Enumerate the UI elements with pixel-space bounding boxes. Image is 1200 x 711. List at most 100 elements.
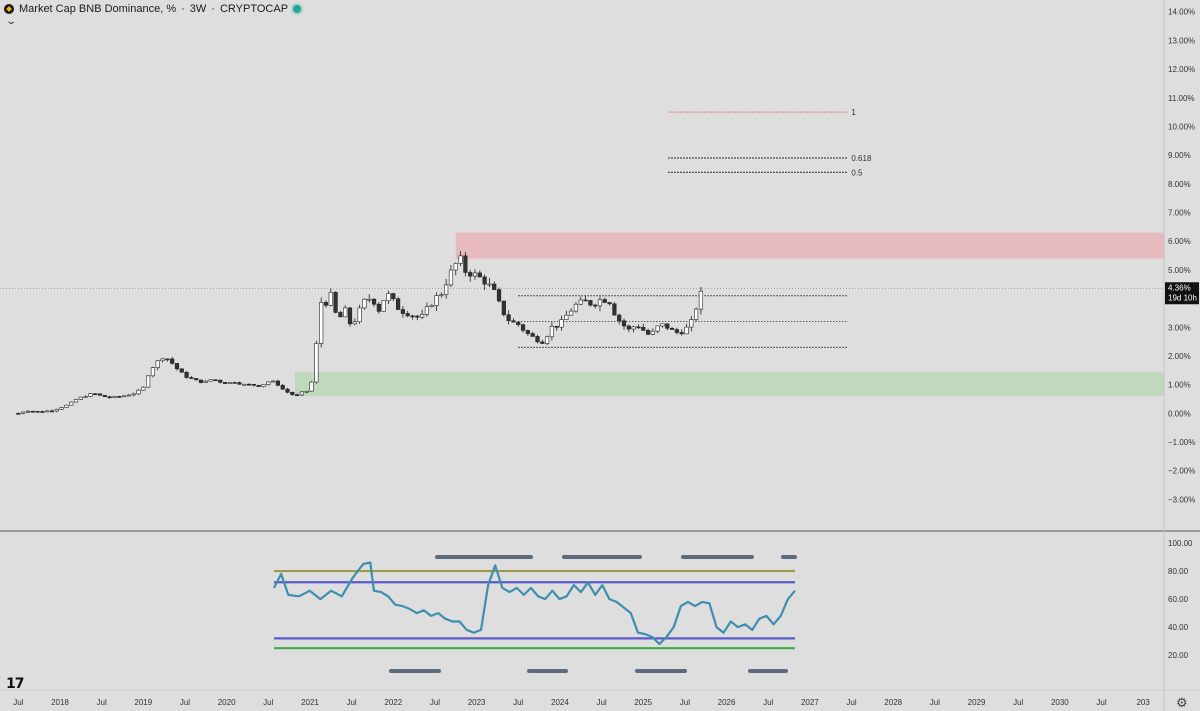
candle-body xyxy=(694,308,699,320)
candle-body xyxy=(54,408,59,412)
candle-body xyxy=(35,410,40,413)
candle-body xyxy=(352,321,357,325)
candle-body xyxy=(165,358,170,361)
candle-body xyxy=(617,314,622,322)
candle-body xyxy=(59,407,64,410)
candle-body xyxy=(107,396,112,399)
candle-body xyxy=(689,319,694,328)
time-axis-label: Jul xyxy=(97,698,107,707)
candle-body xyxy=(275,380,281,386)
candle-body xyxy=(631,326,636,330)
exchange-label: CRYPTOCAP xyxy=(219,3,289,15)
demand-zone xyxy=(294,371,1164,397)
candle-body xyxy=(405,313,410,317)
candle-body xyxy=(319,302,324,344)
time-axis-label: Jul xyxy=(263,698,273,707)
candle-body xyxy=(424,306,430,315)
candle-body xyxy=(564,314,569,320)
candle-body xyxy=(506,314,511,322)
price-tick-label: 7.00% xyxy=(1168,209,1191,218)
time-axis-label: Jul xyxy=(930,698,940,707)
candle-body xyxy=(328,291,333,306)
time-axis-label: 2022 xyxy=(384,698,402,707)
candle-body xyxy=(285,388,290,393)
candle-body xyxy=(150,367,156,377)
price-tag-countdown: 19d 10h xyxy=(1168,293,1197,302)
candle-body xyxy=(593,304,598,307)
candle-body xyxy=(347,307,353,325)
candle-body xyxy=(25,410,31,413)
time-axis-label: Jul xyxy=(1013,698,1023,707)
time-axis-label: Jul xyxy=(596,698,606,707)
candle-body xyxy=(174,363,180,370)
fib-level-label: 0.5 xyxy=(851,168,863,177)
candle-body xyxy=(660,323,665,327)
candle-body xyxy=(420,314,425,318)
candle-body xyxy=(492,283,497,290)
time-axis-label: Jul xyxy=(846,698,856,707)
candle-body xyxy=(208,379,213,382)
rsi-line xyxy=(273,561,796,646)
candle-body xyxy=(429,305,434,308)
price-tick-label: −3.00% xyxy=(1168,495,1195,504)
candle-body xyxy=(121,395,127,398)
candle-body xyxy=(280,385,285,390)
candle-body xyxy=(136,389,141,395)
price-tick-label: −2.00% xyxy=(1168,467,1195,476)
candle-body xyxy=(679,332,684,335)
candle-body xyxy=(323,302,329,306)
candle-body xyxy=(573,303,579,312)
candle-body xyxy=(266,381,271,385)
time-axis-label: 2030 xyxy=(1051,698,1069,707)
candle-body xyxy=(290,391,295,396)
rsi-tick-label: 100.00 xyxy=(1168,539,1193,548)
candle-body xyxy=(535,336,540,343)
candle-body xyxy=(545,336,550,344)
price-tick-label: 3.00% xyxy=(1168,323,1191,332)
symbol-title[interactable]: Market Cap BNB Dominance, % xyxy=(19,3,177,15)
tradingview-logo[interactable]: 17 xyxy=(6,676,25,692)
candle-body xyxy=(102,395,107,398)
candle-body xyxy=(477,272,482,278)
candle-body xyxy=(559,319,564,328)
price-tick-label: 5.00% xyxy=(1168,266,1191,275)
chevron-down-icon[interactable]: ⌄ xyxy=(5,16,18,27)
price-tick-label: 9.00% xyxy=(1168,151,1191,160)
candle-body xyxy=(607,302,612,305)
rsi-tick-label: 60.00 xyxy=(1168,595,1189,604)
fib-level-label: 0.618 xyxy=(851,154,872,163)
candle-body xyxy=(540,341,545,344)
candle-body xyxy=(641,327,646,331)
candle-body xyxy=(472,272,478,277)
candle-body xyxy=(362,298,367,309)
candle-body xyxy=(88,393,93,397)
candle-body xyxy=(251,383,256,386)
candle-body xyxy=(496,289,502,302)
gear-icon[interactable]: ⚙ xyxy=(1176,695,1188,710)
candle-body xyxy=(271,380,276,383)
rsi-tick-label: 20.00 xyxy=(1168,651,1189,660)
candle-body xyxy=(569,310,574,316)
candle-body xyxy=(146,375,151,388)
candle-body xyxy=(669,328,675,330)
price-tick-label: 0.00% xyxy=(1168,409,1191,418)
candle-body xyxy=(376,303,381,312)
candle-body xyxy=(357,307,362,323)
time-axis-label: 2029 xyxy=(968,698,986,707)
candle-body xyxy=(597,299,603,307)
candle-body xyxy=(189,377,194,379)
price-tick-label: 1.00% xyxy=(1168,381,1191,390)
candle-body xyxy=(131,393,136,396)
candle-body xyxy=(155,360,160,368)
candle-body xyxy=(395,298,401,310)
candle-body xyxy=(218,379,223,383)
interval-label[interactable]: 3W xyxy=(189,3,207,15)
candle-body xyxy=(415,315,420,318)
price-tick-label: −1.00% xyxy=(1168,438,1195,447)
candle-body xyxy=(126,394,131,397)
price-tick-label: 8.00% xyxy=(1168,180,1191,189)
time-axis-label: 203 xyxy=(1136,698,1150,707)
time-axis-label: Jul xyxy=(13,698,23,707)
time-axis-label: 2028 xyxy=(884,698,902,707)
